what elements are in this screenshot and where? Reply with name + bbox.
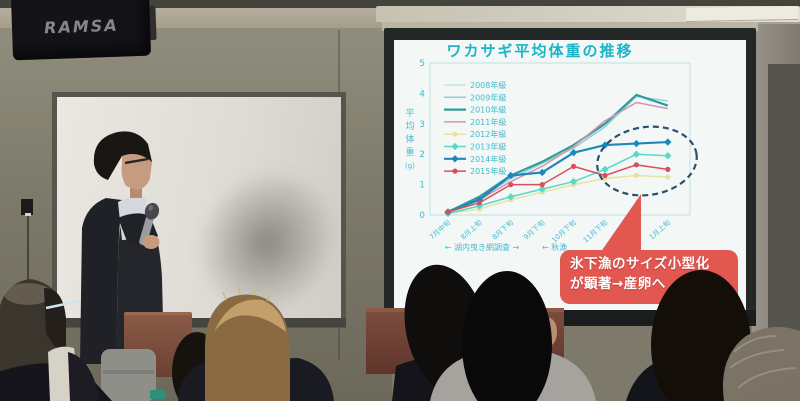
marker-circle: [665, 174, 671, 180]
y-tick-label: 5: [419, 59, 425, 69]
ceiling-beam: [0, 0, 800, 10]
marker-diamond: [569, 149, 578, 157]
legend-label: 2010年級: [470, 105, 506, 115]
axis-note-left: ← 湖内曳き網調査 →: [445, 242, 520, 252]
callout-line-1: 氷下漁のサイズ小型化: [570, 256, 710, 272]
marker-circle: [571, 163, 577, 169]
audience-head-left-gray-hair: [4, 283, 52, 305]
legend-label: 2008年級: [470, 80, 506, 90]
graycurly-texture: [729, 335, 797, 389]
series-2013年級: [447, 153, 668, 215]
series-2012年級: [447, 174, 668, 215]
legend-label: 2013年級: [470, 142, 506, 152]
microphone-windscreen: [144, 202, 160, 220]
marker-diamond: [451, 142, 459, 151]
marker-circle: [452, 131, 458, 137]
y-tick-label: 0: [419, 211, 425, 221]
series-2010年級: [447, 93, 669, 213]
y-tick-label: 4: [419, 89, 425, 99]
y-axis-label-char: 重: [405, 146, 414, 158]
presenter-glasses: [124, 157, 149, 165]
marker-circle: [476, 200, 482, 206]
green-tag: [150, 390, 165, 399]
y-tick-label: 3: [419, 120, 425, 130]
marker-circle: [665, 166, 671, 172]
presenter-hand: [142, 235, 160, 249]
marker-diamond: [664, 152, 672, 160]
marker-circle: [633, 162, 639, 168]
marker-circle: [539, 182, 545, 188]
legend-label: 2009年級: [470, 92, 506, 102]
presenter-suit-back: [80, 198, 122, 364]
blond-hair-spikes: [222, 286, 272, 302]
mic-stand-pole: [27, 214, 29, 312]
y-tick-label: 1: [419, 181, 425, 191]
highlight-ellipse: [596, 125, 698, 197]
y-axis-label-char: 体: [405, 133, 414, 145]
mic-stand-clip: [21, 199, 33, 215]
marker-circle: [452, 168, 458, 174]
blond-hair-highlight: [214, 299, 286, 332]
y-axis-label-char: 均: [405, 120, 414, 132]
glasses-temple: [45, 299, 81, 310]
microphone-handle: [139, 215, 154, 246]
marker-diamond: [632, 150, 641, 158]
microphone: [139, 202, 160, 246]
legend-label: 2015年級: [470, 166, 506, 176]
slide-title: ワカサギ平均体重の推移: [446, 42, 633, 60]
callout-line-2: が顕著→産卵へ: [570, 275, 666, 292]
legend-label: 2014年級: [470, 154, 506, 164]
chair-seam: [103, 370, 154, 374]
y-axis-label-char: 平: [405, 108, 414, 119]
marker-circle: [508, 182, 514, 188]
marker-circle: [633, 172, 639, 179]
plot-frame: [429, 62, 691, 216]
marker-circle: [445, 209, 451, 215]
dark-vest: [68, 352, 100, 401]
mic-stand-highlight: [25, 213, 31, 216]
legend-label: 2012年級: [470, 129, 506, 139]
audience-head-center-dark: [462, 271, 552, 401]
axis-note-right: ← 秋漁: [542, 242, 567, 252]
chair-back: [101, 349, 156, 401]
screen-housing: [382, 22, 758, 31]
series-2015年級: [447, 164, 668, 213]
callout-tail: [598, 194, 641, 256]
marker-diamond: [632, 139, 641, 148]
series-2014年級: [447, 140, 668, 213]
marker-circle: [602, 172, 608, 179]
y-tick-label: 2: [419, 150, 425, 160]
whiteboard-tray: [52, 318, 346, 327]
y-axis-label-char: (g): [405, 162, 415, 170]
microphone-highlight: [148, 204, 154, 211]
legend-label: 2011年級: [470, 117, 506, 127]
presenter-hair: [93, 131, 152, 180]
